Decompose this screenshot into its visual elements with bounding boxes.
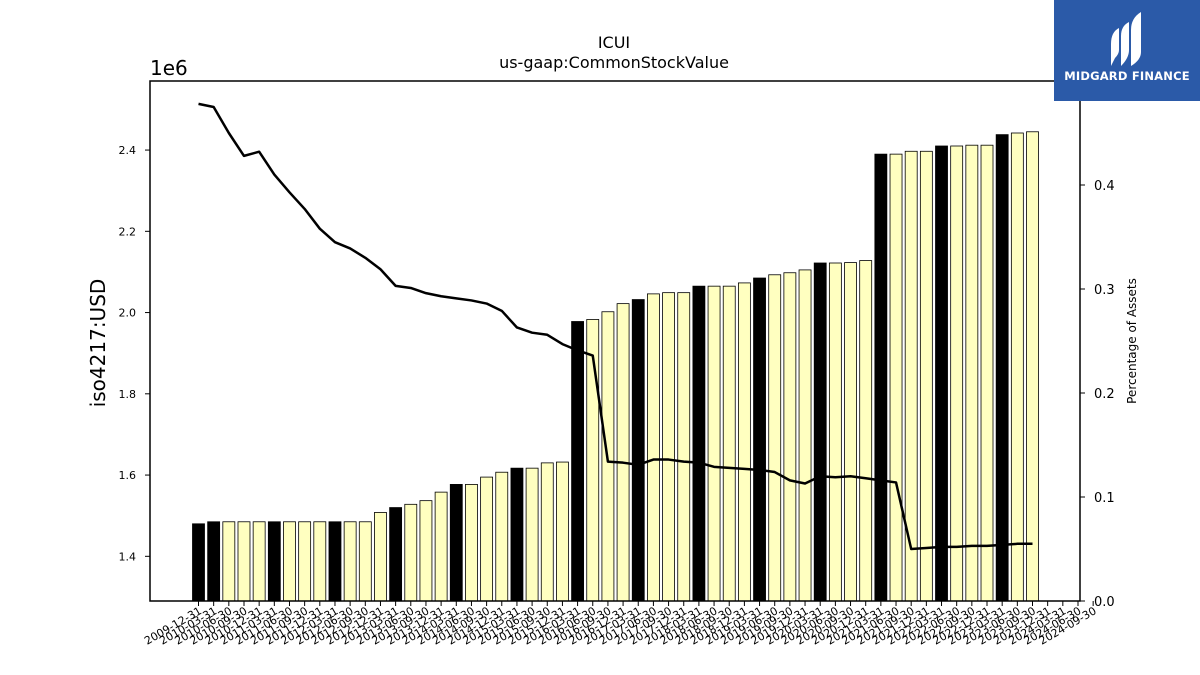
bar (965, 144, 979, 602)
y2-axis-label: Percentage of Assets (1125, 278, 1139, 404)
bar (434, 491, 448, 602)
bar (980, 144, 994, 602)
bar (631, 299, 645, 602)
bar (343, 521, 357, 602)
logo-mark-icon (1111, 12, 1141, 66)
bar (722, 285, 736, 602)
bar (298, 521, 312, 602)
bar (662, 292, 675, 602)
bar (222, 521, 236, 602)
bar (677, 292, 691, 602)
bar (692, 285, 706, 602)
y2-tick-label: 0.0 (1094, 595, 1115, 610)
bar (813, 262, 827, 602)
y-tick-label: 1.4 (119, 550, 137, 563)
chart-title: ICUI (598, 33, 630, 52)
bar (768, 274, 782, 602)
bar (480, 476, 494, 602)
bar (358, 521, 372, 602)
y-axis-label: iso4217:USD (86, 279, 110, 408)
bar (465, 484, 478, 602)
bar (328, 521, 342, 602)
bar (935, 145, 948, 602)
percentage-line (198, 102, 1033, 551)
bar (374, 512, 387, 602)
plot-frame (149, 80, 1081, 602)
bar (495, 471, 509, 602)
bar (1010, 132, 1024, 602)
y2-tick-label: 0.3 (1094, 283, 1115, 298)
bar (753, 277, 766, 602)
bar (737, 282, 751, 602)
logo-text: MIDGARD FINANCE (1064, 69, 1190, 83)
y2-tick-label: 0.4 (1094, 179, 1115, 194)
bar (828, 262, 842, 602)
y-tick-label: 1.8 (119, 388, 137, 401)
bar (267, 521, 281, 602)
bar (192, 523, 205, 602)
bar (571, 321, 584, 602)
bar (616, 303, 630, 602)
bar (556, 461, 569, 602)
y-tick-label: 2.4 (119, 144, 137, 157)
bar (1026, 131, 1039, 602)
bar (844, 262, 857, 602)
y-offset-label: 1e6 (150, 56, 188, 80)
bar (889, 153, 903, 602)
bar (995, 134, 1009, 602)
bar (540, 462, 554, 602)
bar (525, 467, 539, 602)
bar (950, 145, 964, 602)
y-tick-label: 2.2 (119, 225, 137, 238)
bar (389, 507, 403, 602)
bar (283, 521, 296, 602)
bar (449, 484, 463, 602)
y-tick-label: 1.6 (119, 469, 137, 482)
bar (207, 521, 221, 602)
y2-tick-label: 0.1 (1094, 491, 1115, 506)
bar (874, 153, 888, 602)
bar (419, 500, 433, 602)
bar (707, 285, 721, 602)
bar (919, 150, 933, 602)
bar (313, 521, 327, 602)
bar (404, 503, 418, 602)
bar (252, 521, 266, 602)
bar (798, 269, 812, 602)
y2-tick-label: 0.2 (1094, 387, 1115, 402)
bar (647, 293, 660, 602)
bar (859, 260, 873, 602)
chart-subtitle: us-gaap:CommonStockValue (499, 53, 729, 72)
bar (237, 521, 251, 602)
midgard-finance-logo: MIDGARD FINANCE (1054, 0, 1200, 101)
y-tick-label: 2.0 (119, 307, 137, 320)
bar (783, 272, 797, 602)
bar (510, 467, 524, 602)
